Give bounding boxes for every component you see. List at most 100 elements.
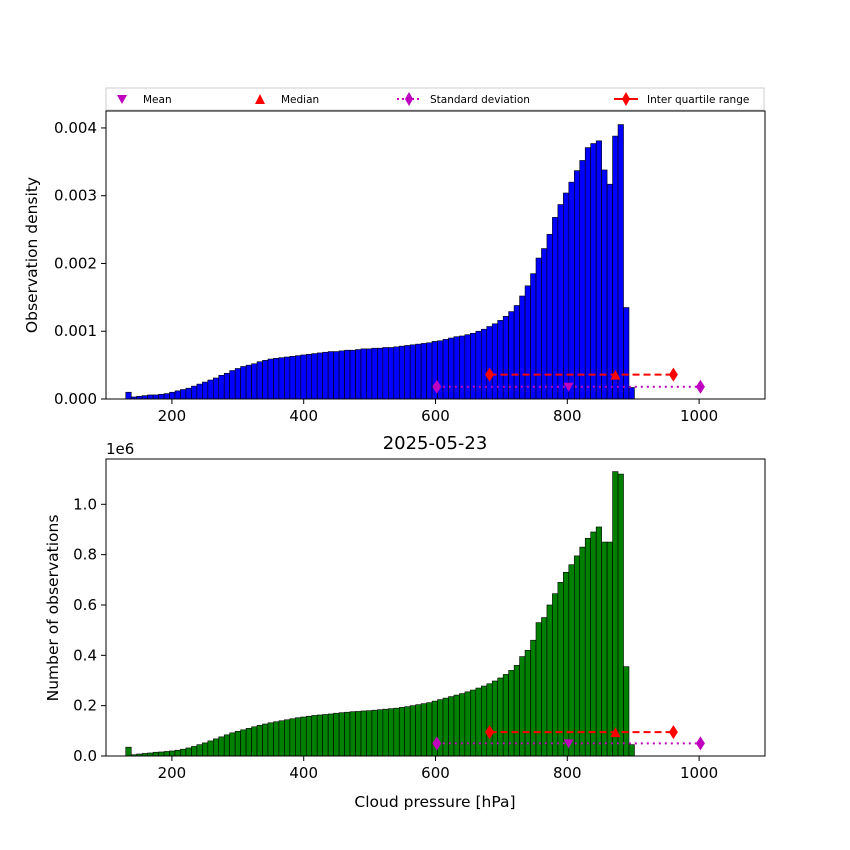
histogram-bar <box>295 717 302 757</box>
histogram-bar <box>382 347 389 400</box>
histogram-bar <box>519 295 526 400</box>
histogram-bar <box>442 697 449 757</box>
y-tick-label: 0.6 <box>73 596 97 614</box>
histogram-bar <box>524 285 531 400</box>
histogram-bar <box>568 564 575 757</box>
histogram-bar <box>349 349 356 400</box>
histogram-bar <box>218 374 225 400</box>
mean-marker <box>563 382 574 392</box>
histogram-bar <box>535 622 542 757</box>
density-chart: 200 400 600 800 1000 0.0000.0010.0020.0030.0… <box>23 110 766 425</box>
histogram-bar <box>278 357 285 400</box>
y-tick-label: 0.2 <box>73 697 97 715</box>
x-tick-label: 600 <box>421 764 450 782</box>
histogram-bar <box>316 352 323 400</box>
histogram-bar <box>524 649 531 757</box>
histogram-bar <box>377 347 384 400</box>
legend-iqr: Inter quartile range <box>614 92 749 106</box>
histogram-bar <box>371 347 378 400</box>
histogram-bar <box>245 728 252 757</box>
histogram-bar <box>333 712 340 757</box>
histogram-bar <box>278 720 285 757</box>
histogram-bar <box>470 689 477 757</box>
histogram-bar <box>360 348 367 400</box>
histogram-bar <box>196 383 203 400</box>
histogram-bar <box>584 537 591 757</box>
histogram-bar <box>612 471 619 757</box>
histogram-bar <box>360 710 367 757</box>
histogram-bar <box>448 337 455 400</box>
histogram-bar <box>212 377 220 400</box>
histogram-bar <box>491 680 499 757</box>
histogram-bar <box>541 617 548 757</box>
histogram-bar <box>426 702 433 757</box>
histogram-bar <box>180 748 187 757</box>
x-tick-label: 200 <box>158 764 187 782</box>
histogram-bar <box>475 687 482 757</box>
histogram-bar <box>628 744 635 757</box>
histogram-bar <box>240 366 247 400</box>
histogram-bar <box>251 363 258 400</box>
histogram-bar <box>262 360 269 400</box>
histogram-bar <box>584 147 591 400</box>
std-lower-marker <box>432 379 442 394</box>
histogram-bar <box>541 248 548 400</box>
histogram-bar <box>174 749 181 757</box>
y-tick-label: 0.001 <box>54 322 97 340</box>
count-x-axis-label: Cloud pressure [hPa] <box>354 793 515 811</box>
histogram-bar <box>327 351 334 400</box>
histogram-bar <box>185 387 192 400</box>
x-tick-label: 400 <box>289 407 318 425</box>
histogram-bar <box>152 751 159 757</box>
legend-std: Standard deviation <box>397 92 530 106</box>
histogram-bar <box>601 541 608 757</box>
histogram-bar <box>366 710 373 757</box>
histogram-bar <box>212 738 220 757</box>
histogram-bar <box>300 354 307 400</box>
histogram-bar <box>311 715 318 757</box>
histogram-bar <box>453 694 460 757</box>
density-y-axis: 0.000 0.001 0.002 0.003 0.004 <box>54 119 106 408</box>
y-tick-label: 0.8 <box>73 546 97 564</box>
std-marker-icon <box>405 92 413 106</box>
histogram-bar <box>563 192 570 400</box>
histogram-bar <box>377 709 384 757</box>
std-lower-marker <box>432 736 442 751</box>
x-tick-label: 600 <box>421 407 450 425</box>
histogram-bar <box>267 358 274 400</box>
histogram-bar <box>158 393 165 400</box>
histogram-bar <box>147 394 154 400</box>
histogram-bar <box>284 356 291 400</box>
histogram-bar <box>470 332 477 400</box>
histogram-bar <box>552 217 559 400</box>
histogram-bar <box>333 351 340 400</box>
histogram-bar <box>393 707 400 757</box>
histogram-bar <box>295 355 302 400</box>
histogram-bar <box>459 693 466 757</box>
histogram-bar <box>579 546 586 757</box>
histogram-bar <box>388 347 395 400</box>
histogram-bar <box>382 708 389 757</box>
histogram-bar <box>371 709 378 757</box>
median-marker-icon <box>255 94 265 104</box>
histogram-bar <box>300 716 307 757</box>
histogram-bar <box>606 541 613 757</box>
histogram-bar <box>344 349 351 400</box>
density-x-axis: 200 400 600 800 1000 <box>158 399 718 425</box>
legend-label-median: Median <box>281 94 319 106</box>
histogram-bar <box>240 729 247 757</box>
count-x-axis: 200 400 600 800 1000 <box>158 756 718 782</box>
mean-marker-icon <box>117 95 127 104</box>
histogram-bar <box>475 330 482 400</box>
histogram-bar <box>180 389 187 400</box>
histogram-bar <box>480 328 488 400</box>
histogram-bar <box>486 683 493 757</box>
histogram-bar <box>163 393 170 400</box>
histogram-bar <box>623 307 630 400</box>
x-tick-label: 400 <box>289 764 318 782</box>
histogram-bar <box>606 183 613 400</box>
legend-median: Median <box>255 94 319 106</box>
histogram-bar <box>590 531 597 757</box>
histogram-bar <box>595 526 602 757</box>
histogram-bar <box>344 711 351 757</box>
